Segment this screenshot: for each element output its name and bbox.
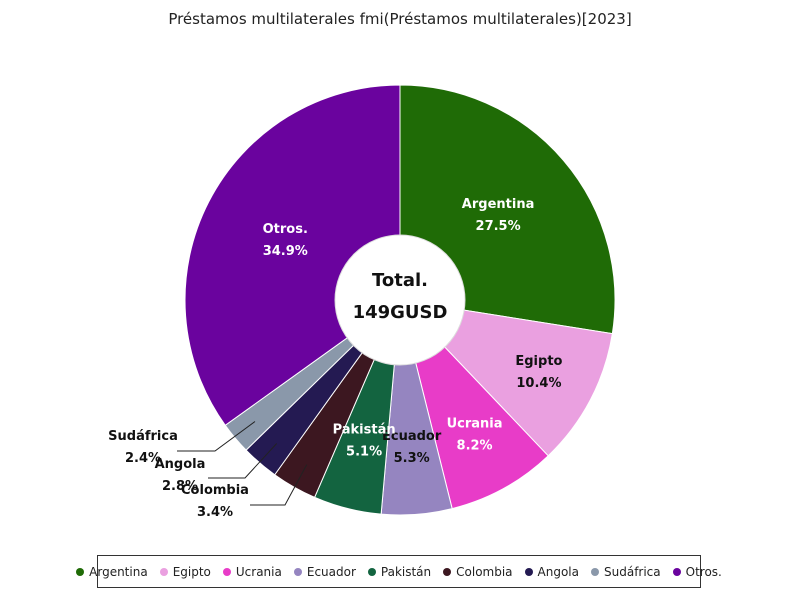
slice-name-label-pakistan: Pakistán bbox=[333, 423, 396, 438]
leader-line-angola bbox=[208, 443, 278, 479]
legend-label: Angola bbox=[537, 564, 579, 579]
legend-label: Argentina bbox=[89, 564, 148, 579]
pie-slice-egipto[interactable] bbox=[398, 299, 613, 457]
slice-value-label-sudafrica: 2.4% bbox=[125, 451, 161, 466]
legend-item-sudafrica[interactable]: Sudáfrica bbox=[591, 565, 661, 579]
slice-name-label-argentina: Argentina bbox=[462, 197, 535, 212]
donut-hole bbox=[334, 234, 466, 366]
legend-item-egipto[interactable]: Egipto bbox=[159, 564, 211, 579]
legend-label: Pakistán bbox=[380, 564, 432, 579]
legend-marker-icon bbox=[293, 567, 302, 576]
slice-name-label-sudafrica: Sudáfrica bbox=[108, 429, 178, 444]
slice-value-label-ecuador: 5.3% bbox=[394, 451, 430, 466]
leader-line-sudafrica bbox=[177, 421, 256, 452]
slice-value-label-argentina: 27.5% bbox=[476, 219, 521, 234]
legend-item-angola[interactable]: Angola bbox=[524, 564, 579, 579]
slice-value-label-egipto: 10.4% bbox=[516, 376, 561, 391]
legend-item-pakistan[interactable]: Pakistán bbox=[367, 564, 432, 579]
legend-marker-icon bbox=[76, 567, 85, 576]
legend-label: Ecuador bbox=[306, 564, 356, 579]
legend-label: Colombia bbox=[456, 564, 513, 579]
slice-value-label-otros: 34.9% bbox=[263, 244, 308, 259]
legend-item-ecuador[interactable]: Ecuador bbox=[293, 564, 356, 579]
slice-value-label-pakistan: 5.1% bbox=[346, 445, 382, 460]
slice-name-label-egipto: Egipto bbox=[515, 354, 562, 369]
legend-marker-icon bbox=[672, 567, 681, 576]
legend-marker-icon bbox=[443, 567, 452, 576]
slice-name-label-otros: Otros. bbox=[263, 222, 308, 237]
pie-slice-otros[interactable] bbox=[184, 84, 401, 426]
leader-line-colombia bbox=[250, 464, 308, 506]
legend-marker-icon bbox=[524, 567, 533, 576]
slice-name-label-ucrania: Ucrania bbox=[447, 417, 503, 432]
chart-title: Préstamos multilaterales fmi(Préstamos m… bbox=[168, 10, 632, 28]
center-total-title: Total. bbox=[371, 270, 428, 291]
legend-marker-icon bbox=[367, 567, 376, 576]
slice-name-label-angola: Angola bbox=[155, 457, 206, 472]
legend-marker-icon bbox=[159, 567, 168, 576]
slice-name-label-colombia: Colombia bbox=[181, 483, 249, 498]
legend-label: Ucrania bbox=[235, 564, 282, 579]
legend-item-argentina[interactable]: Argentina bbox=[76, 565, 148, 579]
legend-marker-icon bbox=[222, 567, 231, 576]
legend-item-ucrania[interactable]: Ucrania bbox=[222, 564, 282, 579]
center-total-value: 149GUSD bbox=[352, 302, 448, 323]
slice-value-label-ucrania: 8.2% bbox=[457, 439, 493, 454]
legend: Argentina Egipto Ucrania Ecuador Pakistán Col… bbox=[76, 555, 722, 588]
legend-item-otros[interactable]: Otros. bbox=[672, 564, 722, 579]
legend-marker-icon bbox=[591, 567, 599, 576]
pie-chart: Argentina 27.5% Egipto 10.4% Ucrania 8.2% Ecua… bbox=[108, 84, 616, 520]
legend-label: Sudáfrica bbox=[604, 564, 661, 579]
slice-name-label-ecuador: Ecuador bbox=[382, 429, 442, 444]
legend-label: Egipto bbox=[172, 564, 211, 579]
legend-item-colombia[interactable]: Colombia bbox=[443, 564, 513, 579]
legend-label: Otros. bbox=[685, 564, 722, 579]
slice-value-label-colombia: 3.4% bbox=[197, 505, 233, 520]
slice-value-label-angola: 2.8% bbox=[162, 479, 198, 494]
